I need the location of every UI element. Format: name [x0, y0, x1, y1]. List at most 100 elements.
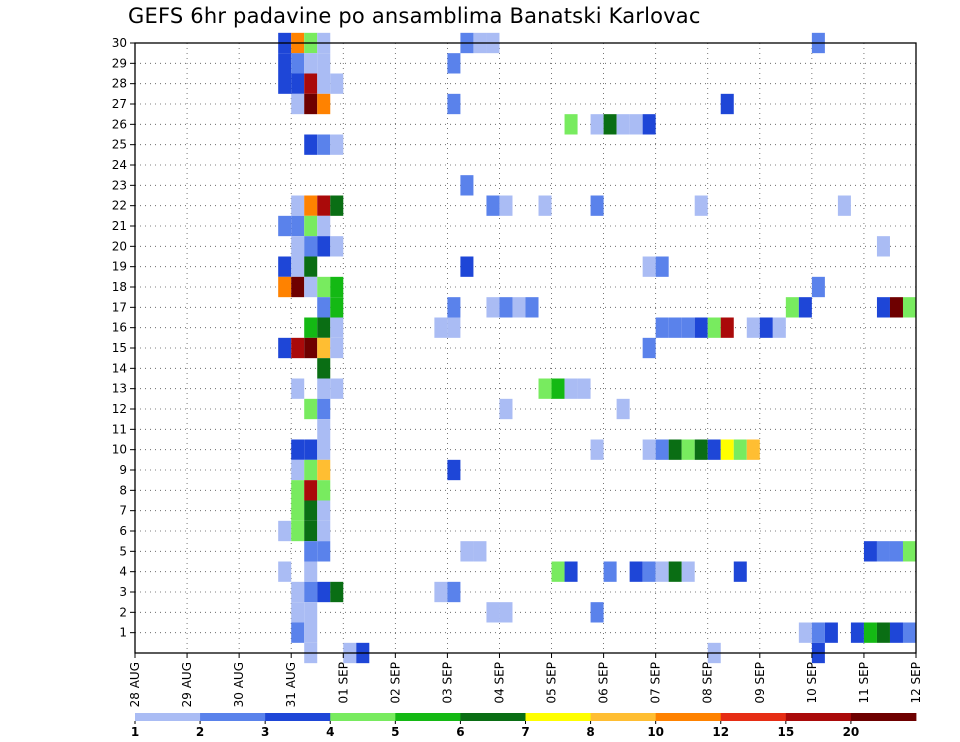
heatmap-cell — [447, 297, 461, 318]
heatmap-cell — [291, 520, 305, 542]
heatmap-cell — [902, 622, 916, 643]
heatmap-cell — [317, 358, 331, 379]
heatmap-cell — [863, 622, 877, 643]
heatmap-cell — [642, 561, 656, 582]
heatmap-cell — [577, 378, 591, 399]
heatmap-cell — [889, 541, 903, 562]
heatmap-cell — [811, 276, 825, 298]
y-tick-label: 22 — [112, 199, 127, 213]
heatmap-cell — [538, 195, 552, 216]
heatmap-cell — [291, 215, 305, 237]
heatmap-cell — [616, 114, 630, 135]
x-tick-label: 08 SEP — [701, 662, 715, 704]
heatmap-cell — [317, 53, 331, 74]
heatmap-cell — [304, 236, 318, 257]
heatmap-cell — [668, 561, 682, 582]
heatmap-cell — [499, 602, 513, 623]
x-tick-label: 30 AUG — [232, 662, 246, 707]
y-tick-label: 13 — [112, 382, 127, 396]
heatmap-cell — [304, 53, 318, 74]
heatmap-cell — [278, 520, 292, 542]
colorbar-segment — [200, 713, 266, 721]
heatmap-cell — [746, 317, 760, 338]
heatmap-cell — [733, 439, 747, 460]
heatmap-cell — [525, 297, 539, 318]
heatmap-cell — [304, 480, 318, 501]
heatmap-cell — [681, 439, 695, 460]
heatmap-cell — [798, 297, 812, 318]
heatmap-cell — [330, 337, 344, 359]
heatmap-cell — [434, 581, 448, 603]
heatmap-cell — [603, 114, 617, 135]
heatmap-cell — [707, 317, 721, 338]
heatmap-cell — [304, 459, 318, 481]
heatmap-cell — [304, 500, 318, 521]
heatmap-cell — [473, 541, 487, 562]
heatmap-cell — [616, 398, 630, 420]
heatmap-cell — [291, 602, 305, 623]
heatmap-cell — [694, 195, 708, 216]
y-tick-label: 30 — [112, 36, 127, 50]
heatmap-cell — [317, 459, 331, 481]
heatmap-cell — [499, 297, 513, 318]
heatmap-cell — [317, 73, 331, 94]
heatmap-cell — [317, 581, 331, 603]
heatmap-cell — [668, 317, 682, 338]
heatmap-cell — [304, 561, 318, 582]
heatmap-cell — [317, 236, 331, 257]
colorbar-segment — [590, 713, 657, 721]
heatmap-cell — [278, 73, 292, 94]
heatmap-cell — [902, 297, 916, 318]
heatmap-cell — [304, 622, 318, 643]
y-tick-label: 21 — [112, 219, 127, 233]
colorbar-label: 10 — [647, 725, 664, 739]
heatmap-cell — [291, 73, 305, 94]
colorbar-segment — [135, 713, 201, 721]
heatmap-cell — [850, 622, 864, 643]
y-tick-label: 28 — [112, 77, 127, 91]
y-tick-label: 9 — [119, 463, 127, 477]
heatmap-cell — [291, 480, 305, 501]
heatmap-cell — [317, 215, 331, 237]
heatmap-cell — [876, 236, 890, 257]
x-tick-label: 12 SEP — [909, 662, 923, 704]
colorbar-segment — [525, 713, 591, 721]
colorbar-segment — [720, 713, 787, 721]
heatmap-cell — [629, 114, 643, 135]
heatmap-cell — [642, 256, 656, 277]
heatmap-cell — [330, 297, 344, 318]
heatmap-cell — [681, 317, 695, 338]
heatmap-cell — [447, 53, 461, 74]
heatmap-cell — [655, 256, 669, 277]
heatmap-cell — [278, 561, 292, 582]
heatmap-cell — [317, 419, 331, 440]
heatmap-cell — [330, 317, 344, 338]
x-tick-label: 29 AUG — [180, 662, 194, 707]
heatmap-cell — [447, 317, 461, 338]
heatmap-cell — [291, 276, 305, 298]
heatmap-cell — [317, 480, 331, 501]
chart-title: GEFS 6hr padavine po ansamblima Banatski… — [128, 4, 701, 28]
heatmap-cell — [317, 195, 331, 216]
colorbar-segment — [785, 713, 852, 721]
heatmap-cell — [330, 195, 344, 216]
heatmap-cell — [304, 276, 318, 298]
heatmap-cell — [291, 256, 305, 277]
y-tick-label: 8 — [119, 483, 127, 497]
y-tick-label: 3 — [119, 585, 127, 599]
heatmap-cell — [278, 53, 292, 74]
colorbar-segment — [850, 713, 917, 721]
y-tick-label: 24 — [112, 158, 127, 172]
heatmap-cell — [824, 622, 838, 643]
y-tick-label: 23 — [112, 178, 127, 192]
heatmap-cell — [304, 256, 318, 277]
y-tick-label: 1 — [119, 626, 127, 640]
heatmap-cell — [304, 602, 318, 623]
x-tick-label: 09 SEP — [753, 662, 767, 704]
heatmap-cell — [863, 541, 877, 562]
heatmap-cell — [304, 195, 318, 216]
y-tick-label: 15 — [112, 341, 127, 355]
colorbar-label: 15 — [777, 725, 794, 739]
heatmap-cell — [304, 541, 318, 562]
